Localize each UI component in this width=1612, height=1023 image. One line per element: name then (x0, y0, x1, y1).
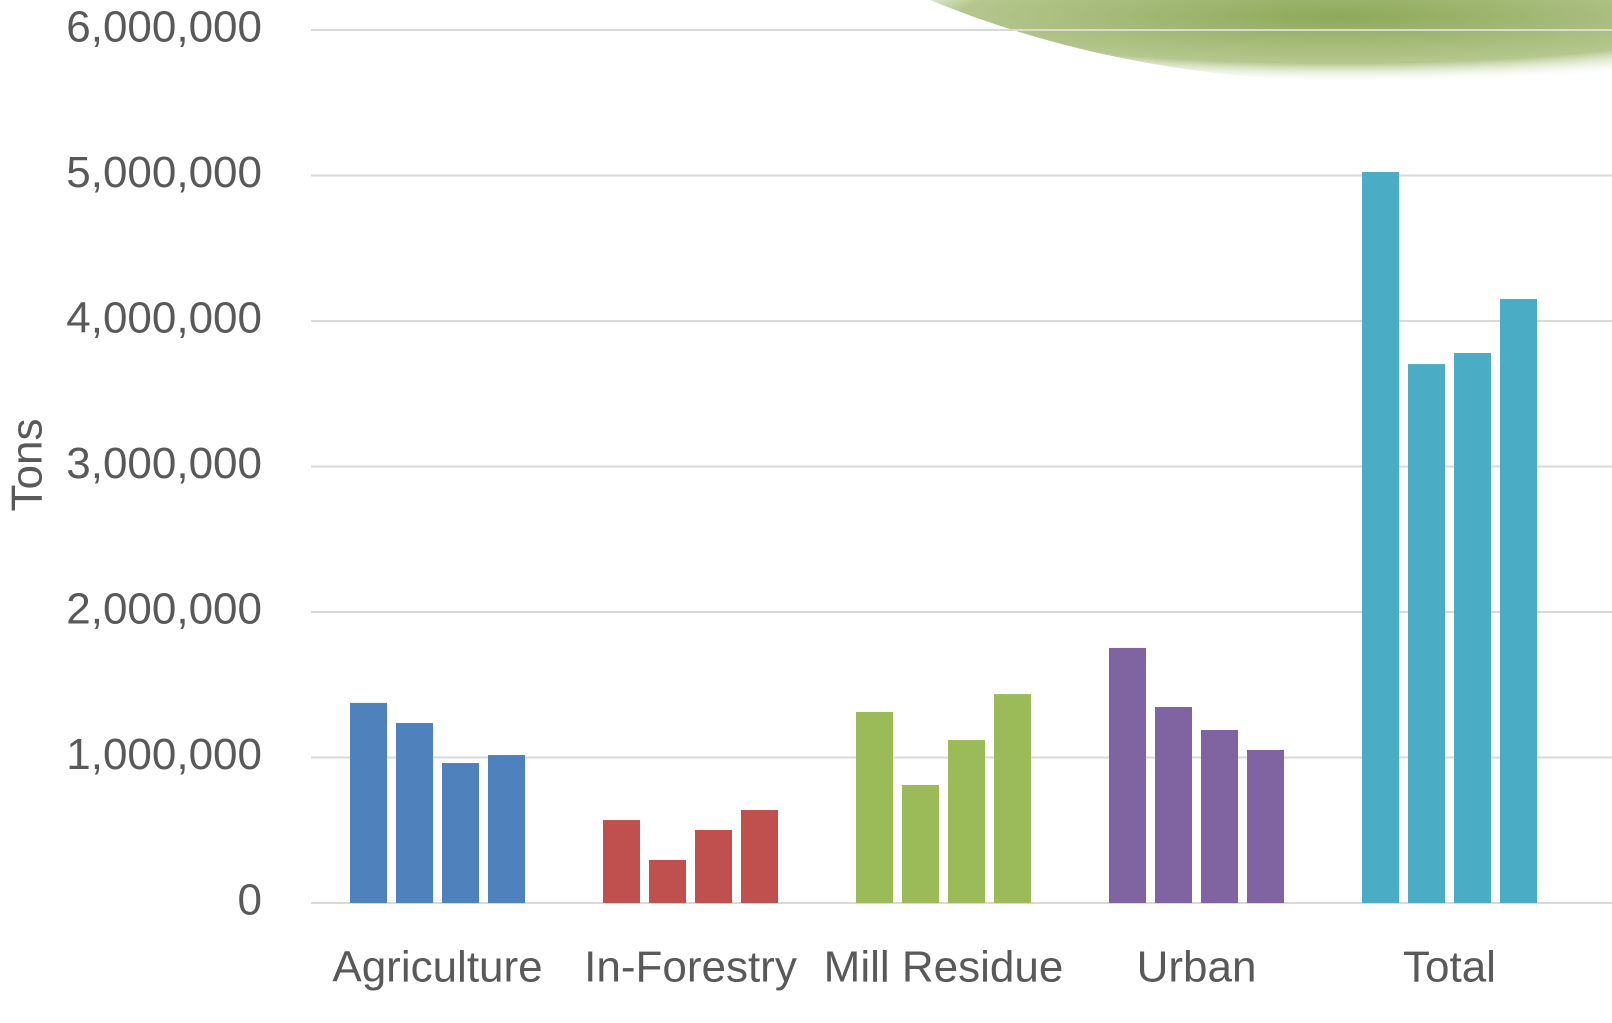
y-axis-label: Tons (3, 419, 52, 512)
bar (442, 763, 479, 903)
bar (856, 712, 893, 903)
y-tick-label: 2,000,000 (66, 585, 262, 634)
bar (1454, 353, 1491, 903)
bar (1500, 299, 1537, 903)
bar (649, 860, 686, 903)
bar (1362, 172, 1399, 903)
y-tick-label: 5,000,000 (66, 148, 262, 197)
y-tick-label: 1,000,000 (66, 730, 262, 779)
y-tick-label: 4,000,000 (66, 294, 262, 343)
bar (350, 703, 387, 903)
bar (1408, 364, 1445, 903)
leaf-decoration (930, 0, 1612, 83)
bar (948, 740, 985, 903)
bar (1201, 730, 1238, 903)
y-tick-label: 3,000,000 (66, 439, 262, 488)
x-tick-label: Urban (1137, 943, 1257, 992)
bar (1247, 750, 1284, 903)
bar (1109, 648, 1146, 903)
x-tick-label: Total (1403, 943, 1496, 992)
y-tick-label: 0 (238, 876, 262, 925)
x-tick-label: Agriculture (332, 943, 542, 992)
bar (695, 830, 732, 903)
chart: Tons 0 1,000,000 2,000,000 3,000,000 4,000,0… (0, 0, 1612, 1023)
bar (994, 694, 1031, 903)
bar (396, 723, 433, 903)
bar (488, 755, 525, 903)
bar (603, 820, 640, 903)
x-tick-label: Mill Residue (824, 943, 1064, 992)
bar (902, 785, 939, 903)
bar (1155, 707, 1192, 903)
plot-area: 0 1,000,000 2,000,000 3,000,000 4,000,000 5,0… (66, 3, 1612, 992)
x-tick-label: In-Forestry (584, 943, 797, 992)
bar (741, 810, 778, 903)
y-tick-label: 6,000,000 (66, 3, 262, 52)
